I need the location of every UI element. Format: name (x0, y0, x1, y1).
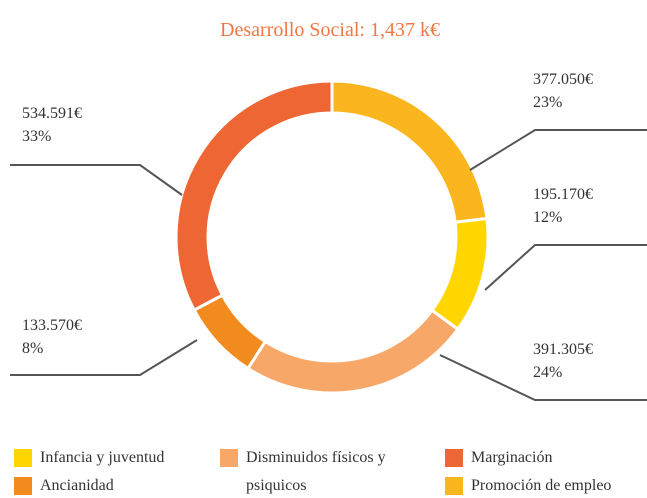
percent-label: 8% (22, 340, 43, 357)
legend-label: Disminuidos físicos y psiquicos (246, 449, 386, 494)
donut-slice (330, 79, 489, 224)
legend-label: Marginación (471, 449, 553, 466)
legend-label: Ancianidad (40, 477, 114, 494)
leader-line (10, 339, 198, 376)
legend-item: Infancia y juventud (14, 444, 164, 472)
legend-swatch (14, 477, 32, 495)
chart-svg: Desarrollo Social: 1,437 k€ 377.050€ 23% 1… (10, 19, 647, 401)
leader-line (469, 129, 647, 171)
legend-label: Infancia y juventud (40, 449, 165, 466)
legend-label: Promoción de empleo (471, 477, 612, 494)
percent-label: 33% (22, 128, 51, 145)
legend-swatch (445, 449, 463, 467)
percent-label: 12% (533, 209, 562, 226)
donut-slice (429, 216, 490, 332)
value-label: 377.050€ (533, 71, 593, 88)
value-label: 534.591€ (22, 105, 82, 122)
percent-label: 24% (533, 364, 562, 381)
legend-swatch (220, 449, 238, 467)
chart-title: Desarrollo Social: 1,437 k€ (220, 19, 440, 41)
legend-swatch (14, 449, 32, 467)
value-label: 195.170€ (533, 186, 593, 203)
leader-line (484, 244, 647, 291)
leader-line (439, 354, 647, 401)
legend-swatch (445, 477, 463, 495)
percent-label: 23% (533, 94, 562, 111)
legend-item: Ancianidad (14, 472, 114, 498)
legend-item: Disminuidos físicos y psiquicos (220, 444, 396, 498)
value-label: 391.305€ (533, 341, 593, 358)
donut-slice (245, 308, 460, 395)
donut-slice (174, 79, 334, 313)
legend-item: Promoción de empleo (445, 472, 611, 498)
leader-line (10, 164, 183, 196)
legend-item: Marginación (445, 444, 552, 472)
value-label: 133.570€ (22, 317, 82, 334)
